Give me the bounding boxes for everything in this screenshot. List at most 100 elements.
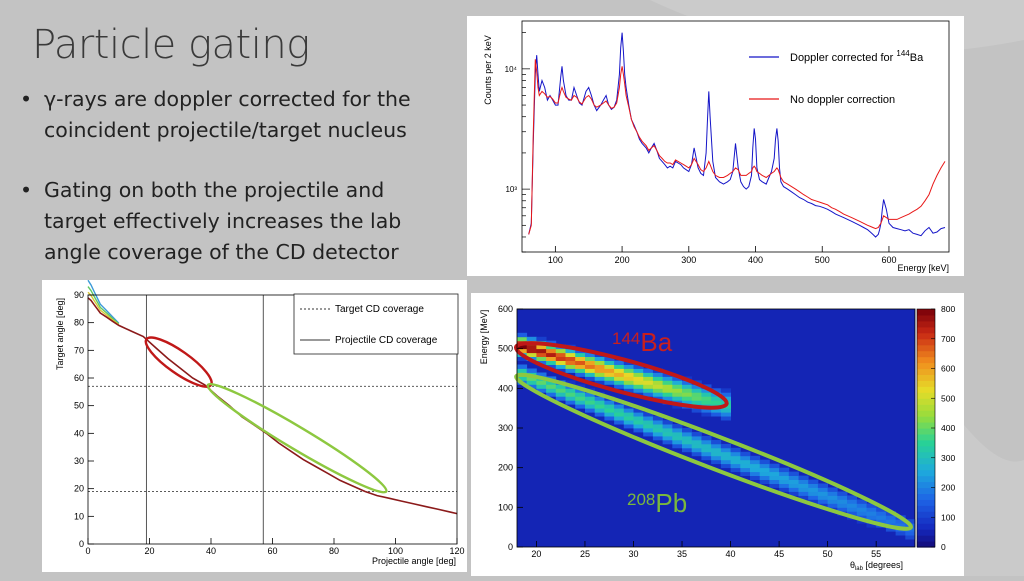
angle-x-axis-label: Projectile angle [deg] [372, 556, 456, 566]
spectrum-axes: 100 200 300 400 500 600 10³ 10⁴ [505, 20, 950, 265]
heatmap-cell [856, 499, 867, 504]
heatmap-cell [614, 384, 625, 389]
heatmap-cell [652, 428, 663, 433]
heatmap-cell [594, 380, 605, 385]
heatmap-cell [555, 392, 566, 397]
heatmap-cell [672, 404, 683, 409]
heatmap-cell [652, 380, 663, 385]
heatmap-cell [779, 467, 790, 473]
bullet-1-line-2: coincident projectile/target nucleus [44, 118, 407, 142]
heatmap-cell [720, 388, 731, 393]
heatmap-cell [788, 471, 799, 476]
colorbar-segment [917, 368, 935, 375]
heatmap-cell [711, 439, 722, 445]
heatmap-cell [827, 499, 838, 504]
heatmap-cell [759, 475, 770, 480]
heatmap-cell [526, 384, 537, 389]
heatmap-cell [856, 503, 867, 508]
heatmap-cell [585, 360, 596, 365]
colorbar-segment [917, 457, 935, 465]
heatmap-cell [633, 408, 644, 413]
heatmap-cell [633, 380, 644, 385]
heatmap-cell [643, 388, 654, 393]
legend-doppler-corrected: Doppler corrected for 144Ba [790, 49, 924, 64]
angle-plot-area [87, 279, 458, 544]
heatmap-cell [633, 372, 644, 377]
heatmap-cell [585, 392, 596, 397]
heatmap-cell [691, 392, 702, 397]
heatmap-cell [526, 344, 537, 350]
heatmap-cell [643, 368, 654, 373]
heatmap-cell [759, 471, 770, 476]
heatmap-cell [604, 364, 615, 369]
heatmap-cell [643, 420, 654, 425]
heatmap-cell [798, 483, 809, 488]
heatmap-cell [604, 356, 615, 361]
colorbar-segment [917, 338, 935, 346]
heatmap-colorbar: 0 100 200 300 400 500 600 700 800 [916, 304, 955, 552]
heatmap-cell [585, 404, 596, 409]
heatmap-cell [555, 368, 566, 373]
ba-mass: 144 [612, 329, 640, 348]
angle-x-tick-label: 0 [85, 546, 90, 556]
heatmap-cell [517, 344, 528, 350]
colorbar-segment [917, 463, 935, 471]
colorbar-segment [917, 386, 935, 393]
heatmap-cell [623, 412, 634, 417]
heatmap-cell [808, 495, 819, 500]
heatmap-cell [779, 483, 790, 488]
heatmap-cell [546, 380, 557, 385]
spectrum-plot-area [528, 32, 946, 238]
angle-x-tick-label: 120 [449, 546, 464, 556]
heatmap-cell [546, 384, 557, 389]
heatmap-cell [769, 467, 780, 473]
colorbar-segment [917, 445, 935, 453]
heatmap-cell [750, 475, 761, 480]
heatmap-cell [594, 412, 605, 417]
heatmap-cell [575, 396, 586, 401]
pb-label: 208Pb [627, 488, 687, 518]
colorbar-tick-label: 300 [941, 453, 955, 463]
heatmap-cell [555, 348, 566, 354]
heatmap-cell [798, 479, 809, 484]
heatmap-cell [585, 364, 596, 369]
heatmap-cell [701, 400, 712, 405]
angle-x-tick-label: 100 [388, 546, 403, 556]
heatmap-cell [546, 392, 557, 397]
heatmap-cell [643, 376, 654, 381]
heatmap-cell [662, 380, 673, 385]
heatmap-cell [643, 416, 654, 421]
angle-panel: 0 20 40 60 80 100 120 0 10 20 30 40 50 60 70 80 90 Targe… [42, 279, 467, 572]
spectrum-x-tick-label: 300 [681, 255, 696, 265]
heatmap-cell [555, 364, 566, 369]
heatmap-cell [643, 380, 654, 385]
colorbar-segment [917, 481, 935, 489]
heatmap-cell [517, 356, 528, 361]
heatmap-cell [759, 463, 770, 469]
heatmap-cell [575, 372, 586, 377]
heatmap-cell [750, 459, 761, 465]
heatmap-cell [730, 451, 741, 457]
heatmap-cell [565, 400, 576, 405]
heatmap-cell [643, 432, 654, 437]
heatmap-panel: 20 25 30 35 40 45 50 55 0 100 200 300 400 500 600 0 100… [471, 293, 964, 576]
heatmap-cell [691, 443, 702, 449]
heatmap-cell [817, 491, 828, 496]
heatmap-cell [759, 459, 770, 465]
legend-doppler-text: Doppler corrected for [790, 52, 896, 64]
heatmap-cell [594, 400, 605, 405]
heatmap-cell [827, 487, 838, 492]
heatmap-cell [604, 380, 615, 385]
heatmap-cell [536, 360, 547, 365]
heatmap-cell [614, 364, 625, 369]
heatmap-cell [885, 515, 896, 520]
angle-y-tick-label: 30 [74, 456, 84, 466]
heatmap-cell [691, 408, 702, 413]
heatmap-cell [730, 447, 741, 453]
heatmap-cell [682, 396, 693, 401]
colorbar-segment [917, 487, 935, 494]
heatmap-cell [788, 475, 799, 480]
colorbar-segment [917, 320, 935, 328]
heatmap-cell [817, 495, 828, 500]
heatmap-cell [614, 380, 625, 385]
